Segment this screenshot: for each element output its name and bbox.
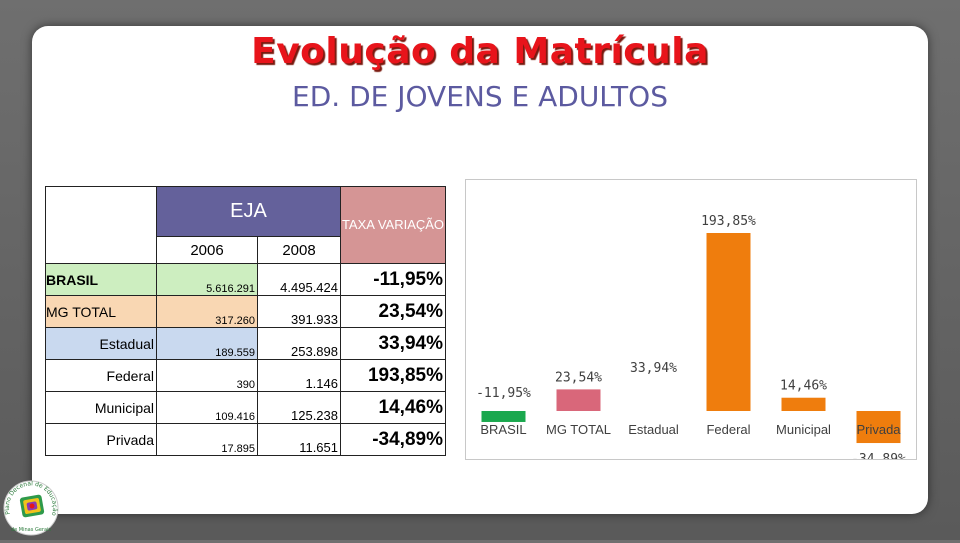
table-row: BRASIL 5.616.291 4.495.424 -11,95%: [45, 263, 446, 296]
table-row: Federal 390 1.146 193,85%: [45, 359, 446, 392]
row-label: Privada: [45, 423, 157, 456]
rate-value: 23,54%: [340, 295, 446, 328]
bar-privada: [856, 411, 901, 444]
data-label: 23,54%: [555, 370, 602, 385]
row-label: Municipal: [45, 391, 157, 424]
value-2006: 189.559: [156, 327, 258, 360]
row-label: BRASIL: [45, 263, 157, 296]
row-label: MG TOTAL: [45, 295, 157, 328]
table-row: MG TOTAL 317.260 391.933 23,54%: [45, 295, 446, 328]
value-2006: 317.260: [156, 295, 258, 328]
data-label: -11,95%: [476, 386, 531, 401]
rate-value: -34,89%: [340, 423, 446, 456]
row-label: Federal: [45, 359, 157, 392]
value-2008: 1.146: [257, 359, 341, 392]
logo: Plano Decenal de Educação de Minas Gerai…: [2, 478, 60, 538]
value-2008: 4.495.424: [257, 263, 341, 296]
category-label: Estadual: [628, 422, 679, 437]
data-label: 193,85%: [701, 214, 756, 229]
year-header-2008: 2008: [257, 236, 341, 264]
table-row: Municipal 109.416 125.238 14,46%: [45, 391, 446, 424]
rate-header: TAXA VARIAÇÃO: [340, 186, 446, 264]
bar-estadual: [631, 379, 676, 411]
table-row: Estadual 189.559 253.898 33,94%: [45, 327, 446, 360]
value-2006: 5.616.291: [156, 263, 258, 296]
rate-value: -11,95%: [340, 263, 446, 296]
eja-table: EJA TAXA VARIAÇÃO 2006 2008 BRASIL 5.616…: [45, 186, 446, 456]
year-header-2006: 2006: [156, 236, 258, 264]
rate-value: 33,94%: [340, 327, 446, 360]
value-2008: 125.238: [257, 391, 341, 424]
category-label: Municipal: [776, 422, 831, 437]
data-label: 33,94%: [630, 361, 677, 376]
bar-mg-total: [556, 389, 601, 411]
chart-area: -11,95% BRASIL 23,54% MG TOTAL 33,94% Estadua…: [465, 179, 917, 467]
category-label: BRASIL: [480, 422, 526, 437]
bar-brasil: [481, 411, 526, 422]
bar-chart: -11,95% BRASIL 23,54% MG TOTAL 33,94% Estadua…: [476, 214, 906, 467]
rate-value: 14,46%: [340, 391, 446, 424]
value-2008: 11.651: [257, 423, 341, 456]
slide-title: Evolução da Matrícula: [251, 31, 709, 72]
data-label: -34,89%: [851, 452, 906, 459]
table-row: Privada 17.895 11.651 -34,89%: [45, 423, 446, 456]
category-label: Federal: [706, 422, 750, 437]
bar-federal: [706, 233, 751, 411]
value-2008: 253.898: [257, 327, 341, 360]
data-label: 14,46%: [780, 379, 827, 394]
category-label: MG TOTAL: [546, 422, 611, 437]
value-2006: 109.416: [156, 391, 258, 424]
rate-value: 193,85%: [340, 359, 446, 392]
eja-header: EJA: [156, 186, 341, 237]
value-2008: 391.933: [257, 295, 341, 328]
bar-municipal: [781, 397, 826, 411]
table-corner-cell: [45, 186, 157, 264]
slide-subtitle: ED. DE JOVENS E ADULTOS: [292, 80, 668, 113]
value-2006: 390: [156, 359, 258, 392]
row-label: Estadual: [45, 327, 157, 360]
category-label: Privada: [856, 422, 901, 437]
value-2006: 17.895: [156, 423, 258, 456]
plano-decenal-logo-icon: Plano Decenal de Educação de Minas Gerai…: [3, 480, 59, 536]
svg-text:de Minas Gerais: de Minas Gerais: [11, 527, 51, 533]
